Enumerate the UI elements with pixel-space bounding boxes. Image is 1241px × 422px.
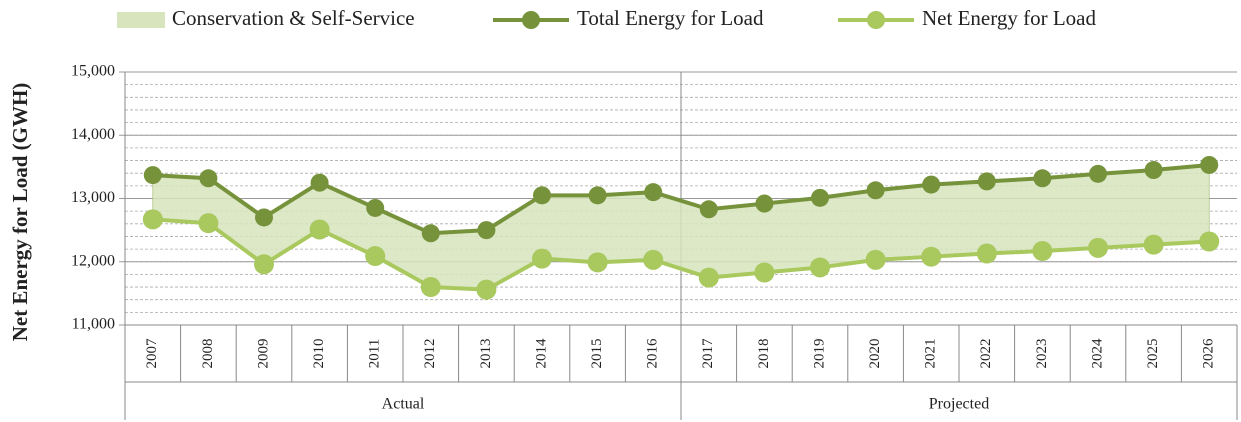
x-tick-label: 2022 bbox=[978, 339, 994, 369]
marker bbox=[921, 246, 942, 267]
marker bbox=[309, 219, 330, 240]
y-tick-label: 13,000 bbox=[71, 189, 115, 206]
x-tick-label: 2018 bbox=[756, 339, 772, 369]
legend-label: Conservation & Self-Service bbox=[172, 6, 415, 30]
marker bbox=[532, 248, 552, 269]
marker bbox=[755, 194, 774, 213]
x-tick-label: 2009 bbox=[255, 339, 271, 369]
x-tick-label: 2023 bbox=[1034, 339, 1050, 369]
marker bbox=[865, 249, 886, 270]
x-tick-label: 2016 bbox=[645, 338, 661, 369]
marker bbox=[1032, 240, 1053, 261]
marker bbox=[1200, 155, 1219, 174]
x-tick-label: 2026 bbox=[1201, 338, 1217, 369]
marker bbox=[922, 175, 941, 194]
marker bbox=[198, 213, 219, 234]
x-tick-label: 2008 bbox=[200, 339, 216, 369]
marker bbox=[1144, 161, 1163, 180]
legend-label: Net Energy for Load bbox=[922, 6, 1096, 30]
y-tick-label: 11,000 bbox=[72, 316, 115, 333]
x-tick-label: 2010 bbox=[311, 339, 327, 369]
marker bbox=[1199, 231, 1220, 252]
marker bbox=[254, 254, 274, 275]
marker bbox=[143, 166, 162, 185]
marker bbox=[477, 221, 496, 240]
marker bbox=[420, 277, 441, 298]
marker bbox=[643, 249, 664, 270]
marker bbox=[699, 200, 718, 219]
marker bbox=[199, 169, 218, 188]
marker bbox=[754, 262, 775, 283]
marker bbox=[366, 198, 385, 217]
marker bbox=[365, 246, 386, 267]
x-tick-label: 2014 bbox=[533, 338, 549, 369]
legend-label: Total Energy for Load bbox=[577, 6, 764, 30]
x-tick-label: 2011 bbox=[367, 339, 383, 368]
x-tick-label: 2020 bbox=[867, 339, 883, 369]
x-tick-label: 2017 bbox=[700, 338, 716, 369]
marker bbox=[976, 243, 997, 264]
y-tick-label: 15,000 bbox=[71, 63, 115, 80]
x-tick-label: 2019 bbox=[811, 339, 827, 369]
x-tick-label: 2013 bbox=[478, 339, 494, 369]
group-label: Projected bbox=[929, 396, 989, 413]
marker bbox=[533, 186, 551, 205]
marker bbox=[811, 188, 829, 207]
x-tick-label: 2025 bbox=[1145, 339, 1161, 369]
marker bbox=[1143, 234, 1164, 255]
marker bbox=[1088, 237, 1108, 258]
x-tick-label: 2012 bbox=[422, 339, 438, 369]
marker bbox=[310, 173, 329, 192]
legend-swatch bbox=[117, 12, 165, 28]
x-tick-label: 2015 bbox=[589, 339, 605, 369]
y-tick-label: 14,000 bbox=[71, 126, 115, 143]
marker bbox=[698, 267, 719, 288]
marker bbox=[476, 279, 497, 300]
marker bbox=[977, 172, 996, 191]
marker bbox=[1033, 169, 1052, 188]
x-tick-label: 2007 bbox=[144, 338, 160, 369]
marker bbox=[421, 224, 440, 243]
marker bbox=[644, 183, 663, 202]
x-tick-label: 2021 bbox=[923, 339, 939, 369]
marker bbox=[255, 208, 273, 227]
marker bbox=[866, 181, 885, 200]
group-label: Actual bbox=[382, 396, 425, 413]
marker bbox=[1089, 164, 1107, 183]
marker bbox=[587, 252, 608, 273]
marker bbox=[588, 186, 607, 205]
legend-marker bbox=[522, 11, 540, 29]
marker bbox=[810, 257, 830, 278]
y-axis-label: Net Energy for Load (GWH) bbox=[8, 83, 32, 342]
y-tick-label: 12,000 bbox=[71, 252, 115, 269]
x-tick-label: 2024 bbox=[1089, 338, 1105, 369]
marker bbox=[142, 209, 163, 230]
legend-marker bbox=[867, 11, 885, 29]
line bbox=[152, 162, 1210, 236]
